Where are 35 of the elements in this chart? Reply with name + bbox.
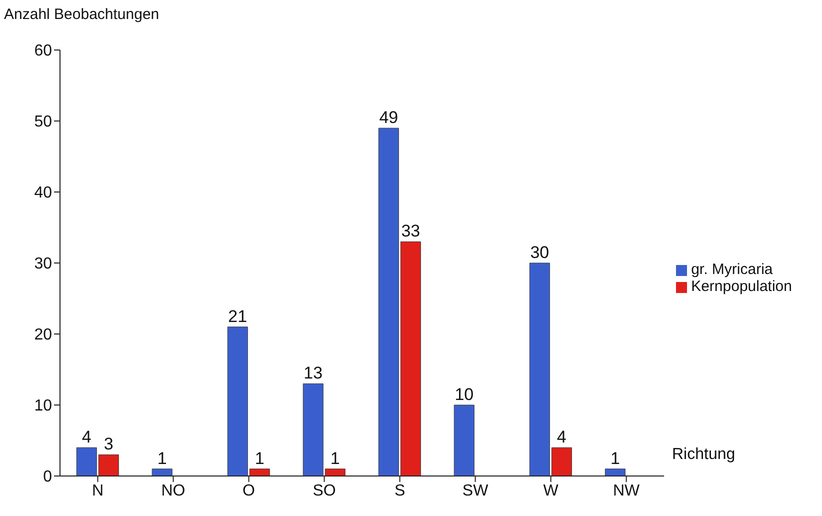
y-tick-label: 10 <box>34 398 52 415</box>
x-tick-label: SW <box>462 482 490 500</box>
y-tick-label: 0 <box>43 468 52 486</box>
legend-label: Kernpopulation <box>691 278 792 295</box>
y-tick-label: 20 <box>34 326 52 344</box>
data-label: 13 <box>304 364 323 383</box>
x-tick-label: NW <box>612 482 641 500</box>
data-label: 21 <box>228 306 248 326</box>
data-label: 1 <box>330 448 340 468</box>
x-tick-label: SO <box>312 482 336 500</box>
data-label: 1 <box>157 448 167 468</box>
x-tick-label: N <box>92 482 104 500</box>
data-label: 1 <box>610 448 620 468</box>
data-label: 30 <box>530 243 550 262</box>
x-axis-title: Richtung <box>672 446 736 464</box>
data-label: 10 <box>454 385 474 404</box>
data-label: 1 <box>254 448 264 468</box>
y-axis-title: Anzahl Beobachtungen <box>4 6 160 23</box>
y-tick-label: 30 <box>34 256 52 273</box>
legend-label: gr. Myricaria <box>691 261 773 278</box>
data-label: 4 <box>556 428 566 447</box>
bar <box>152 468 172 476</box>
x-tick-label: NO <box>161 482 186 500</box>
data-label: 33 <box>401 222 420 241</box>
y-tick-label: 50 <box>34 114 52 131</box>
data-label: 3 <box>104 434 114 454</box>
bar <box>454 404 474 476</box>
bar <box>604 468 626 476</box>
x-tick-label: S <box>394 482 406 500</box>
data-label: 4 <box>82 428 92 447</box>
data-label: 49 <box>379 108 398 128</box>
x-tick-label: W <box>543 482 560 500</box>
y-tick-label: 40 <box>34 184 52 202</box>
y-tick-label: 60 <box>34 42 52 60</box>
x-tick-label: O <box>242 482 255 500</box>
